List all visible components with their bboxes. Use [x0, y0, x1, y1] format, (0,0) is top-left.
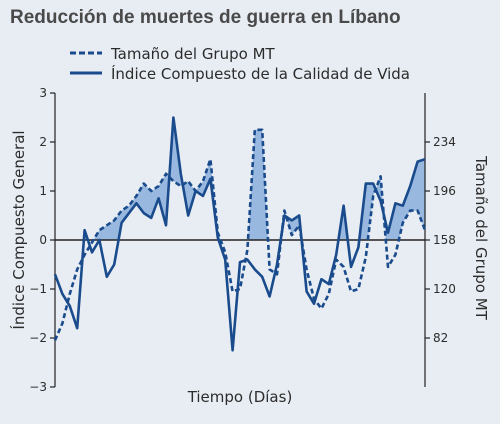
- y-right-tick-label: 234: [433, 135, 456, 149]
- y-right-tick-label: 158: [433, 233, 456, 247]
- y-left-tick-label: −1: [29, 282, 47, 296]
- y-left-tick-label: 3: [39, 86, 47, 100]
- series-line-group-size: [53, 128, 427, 341]
- y-right-tick-label: 196: [433, 184, 456, 198]
- y-axis-label-left: Índice Compuesto General: [9, 130, 28, 329]
- y-right-tick-label: 120: [433, 282, 456, 296]
- y-left-tick-label: −3: [29, 380, 47, 394]
- shaded-area: [83, 117, 425, 240]
- legend: Tamaño del Grupo MT Índice Compuesto de …: [70, 45, 410, 83]
- legend-label-quality-index: Índice Compuesto de la Calidad de Vida: [111, 64, 410, 83]
- y-right-tick-label: 82: [433, 331, 448, 345]
- y-left-tick-label: 1: [39, 184, 47, 198]
- legend-label-group-size: Tamaño del Grupo MT: [110, 45, 276, 63]
- y-axis-label-right: Tamaño del Grupo MT: [472, 155, 490, 321]
- y-left-tick-label: 0: [39, 233, 47, 247]
- series-line-quality-index: [53, 116, 426, 352]
- chart-title: Reducción de muertes de guerra en Líbano: [10, 7, 401, 28]
- y-left-tick-label: 2: [39, 135, 47, 149]
- x-axis-label: Tiempo (Días): [187, 388, 293, 406]
- y-left-tick-label: −2: [29, 331, 47, 345]
